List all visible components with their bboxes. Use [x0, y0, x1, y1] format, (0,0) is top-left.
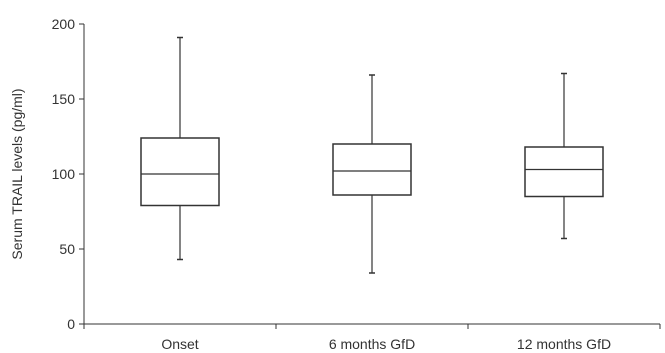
x-axis: Onset 6 months GfD 12 months GfD — [83, 323, 661, 352]
y-tick-label: 150 — [52, 91, 76, 107]
box-2 — [332, 74, 412, 274]
y-tick-label: 200 — [52, 16, 76, 32]
y-tick-label: 100 — [52, 166, 76, 182]
x-category-label: 6 months GfD — [329, 336, 415, 352]
box-1 — [140, 36, 220, 261]
y-tick-label: 0 — [67, 316, 75, 332]
y-axis-label: Serum TRAIL levels (pg/ml) — [9, 88, 25, 259]
y-tick-label: 50 — [59, 241, 75, 257]
boxes-group — [140, 36, 604, 274]
x-category-label: Onset — [161, 336, 198, 352]
iqr-box — [140, 137, 220, 207]
x-category-label: 12 months GfD — [517, 336, 611, 352]
y-axis: 0 50 100 150 200 — [52, 16, 85, 332]
box-3 — [524, 72, 604, 240]
iqr-box — [332, 143, 412, 196]
iqr-box — [524, 146, 604, 198]
